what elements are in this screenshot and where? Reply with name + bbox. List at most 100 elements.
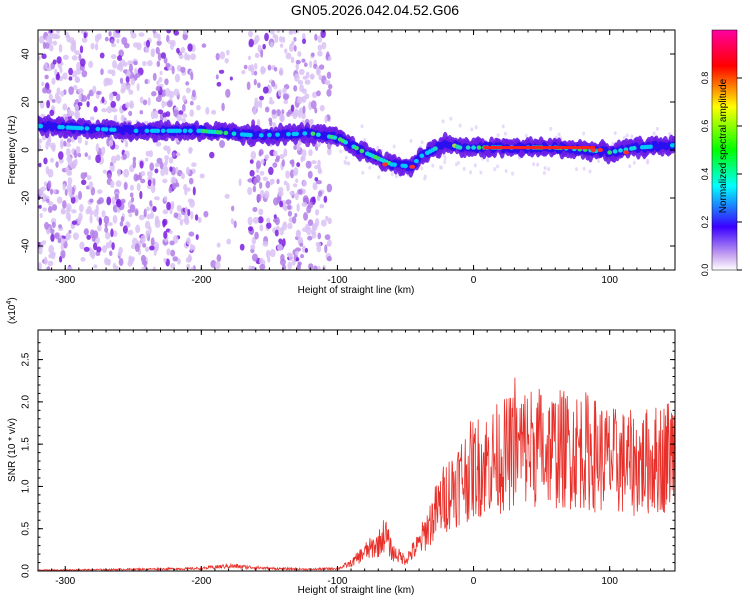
noise-speckle: [260, 159, 265, 165]
noise-speckle: [117, 168, 121, 177]
noise-speckle: [301, 58, 306, 63]
noise-speckle: [113, 114, 118, 124]
noise-speckle: [188, 177, 194, 185]
noise-speckle: [308, 60, 313, 69]
noise-speckle: [187, 208, 191, 217]
noise-speckle: [92, 85, 97, 94]
noise-speckle: [262, 86, 269, 94]
noise-speckle: [106, 196, 112, 206]
noise-speckle: [326, 242, 331, 247]
noise-speckle: [308, 263, 314, 270]
noise-speckle: [286, 182, 290, 192]
noise-speckle: [49, 188, 54, 195]
noise-speckle: [41, 193, 47, 199]
noise-speckle: [138, 32, 145, 37]
noise-speckle: [328, 56, 332, 61]
noise-speckle: [52, 59, 57, 65]
noise-speckle: [279, 200, 284, 208]
noise-speckle: [327, 217, 332, 225]
ridge-peak: [597, 148, 604, 152]
noise-speckle: [257, 82, 261, 89]
ridge-core: [302, 131, 308, 136]
noise-speckle: [99, 52, 105, 59]
noise-speckle: [390, 172, 394, 177]
noise-speckle: [297, 80, 304, 85]
ridge-core: [471, 145, 476, 150]
noise-speckle: [145, 39, 151, 48]
noise-speckle: [187, 198, 194, 203]
ridge-peak: [592, 146, 596, 150]
noise-speckle: [290, 104, 295, 112]
noise-speckle: [90, 42, 95, 50]
noise-speckle: [65, 232, 71, 241]
noise-speckle: [190, 53, 197, 61]
ridge-core: [182, 128, 188, 133]
noise-speckle: [269, 41, 274, 48]
snr-y-ticks: 0.0 0.5 1.0 1.5 2.0 2.5: [21, 342, 675, 578]
noise-speckle: [301, 202, 308, 207]
noise-speckle: [311, 160, 317, 165]
noise-speckle: [324, 115, 328, 123]
y-tick-label: 2.5: [21, 352, 32, 366]
noise-speckle: [486, 158, 490, 163]
noise-speckle: [61, 238, 66, 244]
noise-speckle: [119, 221, 124, 227]
noise-speckle: [144, 246, 150, 252]
noise-speckle: [259, 181, 263, 189]
noise-speckle: [264, 106, 270, 113]
noise-speckle: [542, 170, 546, 175]
noise-speckle: [115, 265, 119, 270]
noise-speckle: [316, 90, 321, 97]
ridge-core: [155, 128, 161, 133]
noise-speckle: [252, 107, 257, 116]
noise-speckle: [96, 199, 102, 205]
noise-speckle: [111, 242, 115, 251]
noise-speckle: [80, 179, 87, 186]
noise-speckle: [652, 131, 656, 136]
noise-speckle: [247, 226, 253, 232]
noise-speckle: [454, 162, 458, 167]
noise-speckle: [496, 164, 500, 169]
noise-speckle: [247, 55, 252, 61]
noise-speckle: [361, 170, 365, 175]
noise-speckle: [258, 149, 264, 156]
noise-speckle: [239, 243, 245, 251]
noise-speckle: [221, 102, 225, 112]
noise-speckle: [101, 108, 107, 113]
noise-speckle: [504, 169, 508, 174]
noise-speckle: [63, 140, 67, 147]
noise-speckle: [163, 145, 169, 151]
noise-speckle: [58, 255, 63, 263]
noise-speckle: [94, 42, 99, 51]
x-tick-label: -100: [327, 576, 347, 587]
noise-speckle: [324, 234, 331, 240]
noise-speckle: [165, 258, 170, 267]
noise-speckle: [163, 195, 168, 202]
noise-speckle: [151, 48, 155, 58]
noise-speckle: [118, 62, 122, 70]
noise-speckle: [60, 208, 66, 215]
noise-speckle: [266, 222, 272, 229]
noise-speckle: [443, 156, 447, 161]
noise-speckle: [58, 158, 64, 164]
noise-speckle: [180, 172, 185, 180]
noise-speckle: [613, 131, 617, 136]
noise-speckle: [269, 30, 275, 35]
noise-speckle: [182, 95, 187, 102]
noise-speckle: [112, 230, 118, 238]
noise-speckle: [292, 170, 298, 176]
noise-speckle: [188, 231, 195, 237]
noise-speckle: [96, 189, 103, 194]
noise-speckle: [57, 237, 62, 244]
noise-speckle: [128, 255, 132, 264]
noise-speckle: [58, 224, 63, 229]
noise-speckle: [75, 112, 80, 120]
noise-speckle: [314, 218, 320, 227]
noise-speckle: [38, 204, 42, 209]
noise-speckle: [262, 176, 268, 181]
ridge-core: [457, 145, 463, 150]
noise-speckle: [155, 46, 160, 55]
noise-speckle: [129, 204, 136, 213]
noise-speckle: [294, 192, 299, 201]
noise-speckle: [71, 220, 77, 225]
